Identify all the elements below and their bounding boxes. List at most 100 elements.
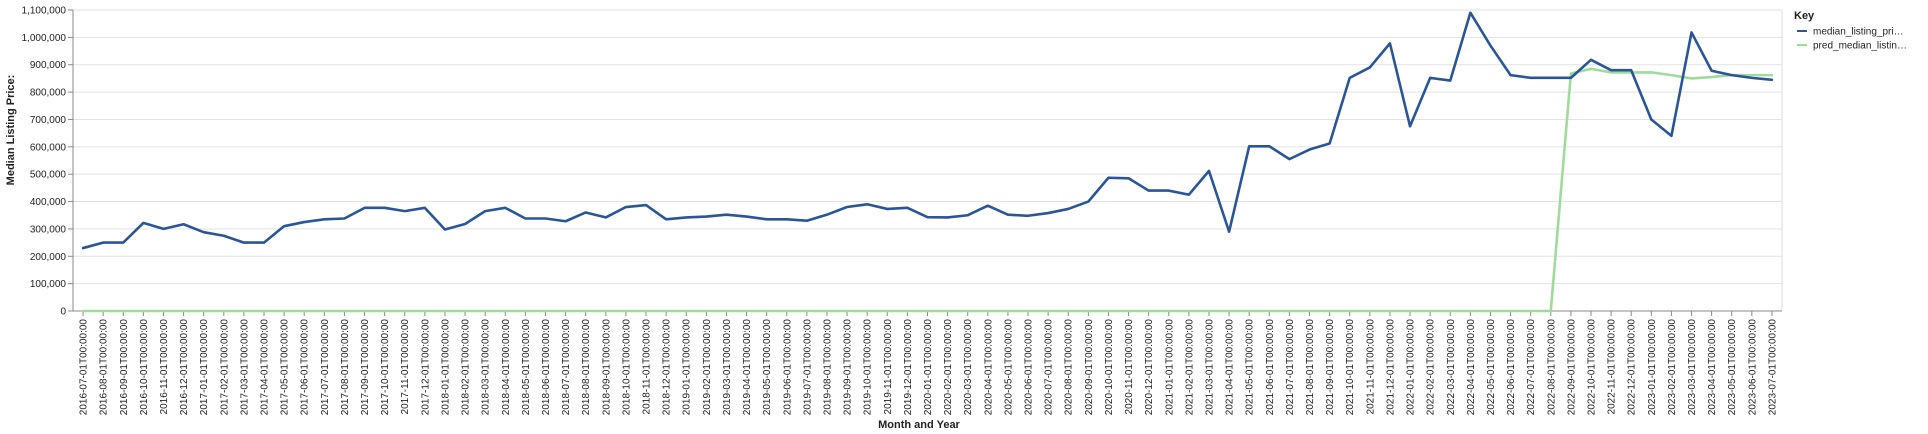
x-tick-label: 2021-10-01T00:00:00 — [1345, 319, 1356, 416]
x-tick-label: 2020-10-01T00:00:00 — [1104, 319, 1115, 416]
x-tick-label: 2022-01-01T00:00:00 — [1406, 319, 1417, 416]
x-tick-label: 2019-06-01T00:00:00 — [782, 319, 793, 416]
legend-title: Key — [1794, 10, 1815, 22]
x-tick-label: 2019-02-01T00:00:00 — [702, 319, 713, 416]
x-tick-label: 2023-07-01T00:00:00 — [1767, 319, 1778, 416]
y-tick-label: 1,100,000 — [22, 6, 67, 17]
x-tick-label: 2018-12-01T00:00:00 — [662, 319, 673, 416]
x-tick-label: 2020-02-01T00:00:00 — [943, 319, 954, 416]
y-axis-ticks: 0 100,000 200,000 300,000 400,000 500,000 600,… — [22, 6, 73, 318]
x-tick-label: 2020-05-01T00:00:00 — [1003, 319, 1014, 416]
x-tick-label: 2017-03-01T00:00:00 — [239, 319, 250, 416]
x-tick-label: 2021-09-01T00:00:00 — [1325, 319, 1336, 416]
x-tick-label: 2019-05-01T00:00:00 — [762, 319, 773, 416]
x-tick-label: 2017-06-01T00:00:00 — [300, 319, 311, 416]
x-tick-label: 2017-10-01T00:00:00 — [380, 319, 391, 416]
x-tick-label: 2022-06-01T00:00:00 — [1506, 319, 1517, 416]
x-tick-label: 2022-10-01T00:00:00 — [1586, 319, 1597, 416]
x-tick-label: 2018-03-01T00:00:00 — [481, 319, 492, 416]
x-tick-label: 2023-02-01T00:00:00 — [1667, 319, 1678, 416]
y-tick-label: 600,000 — [30, 142, 67, 153]
x-tick-label: 2019-10-01T00:00:00 — [863, 319, 874, 416]
x-tick-label: 2018-01-01T00:00:00 — [440, 319, 451, 416]
y-tick-label: 400,000 — [30, 197, 67, 208]
y-tick-label: 500,000 — [30, 170, 67, 181]
x-axis-ticks: 2016-07-01T00:00:00 2016-08-01T00:00:00 20… — [79, 311, 1778, 416]
x-tick-label: 2021-01-01T00:00:00 — [1164, 319, 1175, 416]
series-line — [81, 11, 1774, 250]
x-tick-label: 2017-12-01T00:00:00 — [420, 319, 431, 416]
series-lines — [81, 11, 1774, 313]
legend-label: median_listing_pri… — [1813, 27, 1904, 38]
x-tick-label: 2016-11-01T00:00:00 — [159, 319, 170, 415]
y-tick-label: 800,000 — [30, 88, 67, 99]
x-tick-label: 2017-04-01T00:00:00 — [260, 319, 271, 416]
legend[interactable]: Key median_listing_pri… pred_median_listi… — [1794, 10, 1907, 52]
x-tick-label: 2023-01-01T00:00:00 — [1647, 319, 1658, 416]
x-tick-label: 2022-05-01T00:00:00 — [1486, 319, 1497, 416]
x-tick-label: 2019-07-01T00:00:00 — [802, 319, 813, 416]
x-tick-label: 2021-02-01T00:00:00 — [1184, 319, 1195, 416]
x-tick-label: 2018-07-01T00:00:00 — [561, 319, 572, 416]
x-tick-label: 2022-02-01T00:00:00 — [1426, 319, 1437, 416]
x-tick-label: 2021-07-01T00:00:00 — [1285, 319, 1296, 416]
y-axis-title: Median Listing Price: — [5, 75, 17, 186]
x-tick-label: 2019-12-01T00:00:00 — [903, 319, 914, 416]
x-tick-label: 2016-10-01T00:00:00 — [139, 319, 150, 416]
x-tick-label: 2018-04-01T00:00:00 — [501, 319, 512, 416]
x-tick-label: 2019-09-01T00:00:00 — [843, 319, 854, 416]
y-tick-label: 100,000 — [30, 279, 67, 290]
x-tick-label: 2022-07-01T00:00:00 — [1526, 319, 1537, 416]
x-tick-label: 2018-06-01T00:00:00 — [541, 319, 552, 416]
x-tick-label: 2023-05-01T00:00:00 — [1727, 319, 1738, 416]
x-tick-label: 2022-12-01T00:00:00 — [1627, 319, 1638, 416]
x-tick-label: 2019-04-01T00:00:00 — [742, 319, 753, 416]
gridlines — [72, 9, 1783, 312]
x-tick-label: 2020-06-01T00:00:00 — [1024, 319, 1035, 416]
x-tick-label: 2017-08-01T00:00:00 — [340, 319, 351, 416]
x-tick-label: 2021-05-01T00:00:00 — [1245, 319, 1256, 416]
x-tick-label: 2017-09-01T00:00:00 — [360, 319, 371, 416]
x-axis-title: Month and Year — [878, 419, 960, 431]
x-tick-label: 2021-08-01T00:00:00 — [1305, 319, 1316, 416]
x-tick-label: 2020-11-01T00:00:00 — [1124, 319, 1135, 415]
x-tick-label: 2019-08-01T00:00:00 — [822, 319, 833, 416]
legend-label: pred_median_listin… — [1813, 41, 1907, 52]
x-tick-label: 2019-01-01T00:00:00 — [682, 319, 693, 416]
series-line — [81, 67, 1774, 313]
y-tick-label: 0 — [60, 307, 66, 318]
x-tick-label: 2017-07-01T00:00:00 — [320, 319, 331, 416]
x-tick-label: 2022-04-01T00:00:00 — [1466, 319, 1477, 416]
x-tick-label: 2018-08-01T00:00:00 — [581, 319, 592, 416]
x-tick-label: 2016-08-01T00:00:00 — [99, 319, 110, 416]
x-tick-label: 2021-03-01T00:00:00 — [1204, 319, 1215, 416]
x-tick-label: 2023-06-01T00:00:00 — [1747, 319, 1758, 416]
x-tick-label: 2020-04-01T00:00:00 — [983, 319, 994, 416]
x-tick-label: 2018-10-01T00:00:00 — [621, 319, 632, 416]
x-tick-label: 2020-08-01T00:00:00 — [1064, 319, 1075, 416]
x-tick-label: 2019-11-01T00:00:00 — [883, 319, 894, 415]
x-tick-label: 2016-07-01T00:00:00 — [79, 319, 90, 416]
x-tick-label: 2020-09-01T00:00:00 — [1084, 319, 1095, 416]
x-tick-label: 2022-09-01T00:00:00 — [1566, 319, 1577, 416]
y-tick-label: 300,000 — [30, 224, 67, 235]
x-tick-label: 2022-03-01T00:00:00 — [1446, 319, 1457, 416]
y-tick-label: 200,000 — [30, 252, 67, 263]
x-tick-label: 2018-02-01T00:00:00 — [461, 319, 472, 416]
x-tick-label: 2018-11-01T00:00:00 — [642, 319, 653, 415]
x-tick-label: 2020-03-01T00:00:00 — [963, 319, 974, 416]
x-tick-label: 2019-03-01T00:00:00 — [722, 319, 733, 416]
x-tick-label: 2018-09-01T00:00:00 — [601, 319, 612, 416]
x-tick-label: 2017-02-01T00:00:00 — [219, 319, 230, 416]
y-tick-label: 900,000 — [30, 60, 67, 71]
y-tick-label: 700,000 — [30, 115, 67, 126]
x-tick-label: 2020-12-01T00:00:00 — [1144, 319, 1155, 416]
x-tick-label: 2023-03-01T00:00:00 — [1687, 319, 1698, 416]
x-tick-label: 2017-01-01T00:00:00 — [199, 319, 210, 416]
x-tick-label: 2021-04-01T00:00:00 — [1225, 319, 1236, 416]
x-tick-label: 2021-12-01T00:00:00 — [1385, 319, 1396, 416]
x-tick-label: 2021-11-01T00:00:00 — [1365, 319, 1376, 415]
x-tick-label: 2022-08-01T00:00:00 — [1546, 319, 1557, 416]
x-tick-label: 2020-01-01T00:00:00 — [923, 319, 934, 416]
